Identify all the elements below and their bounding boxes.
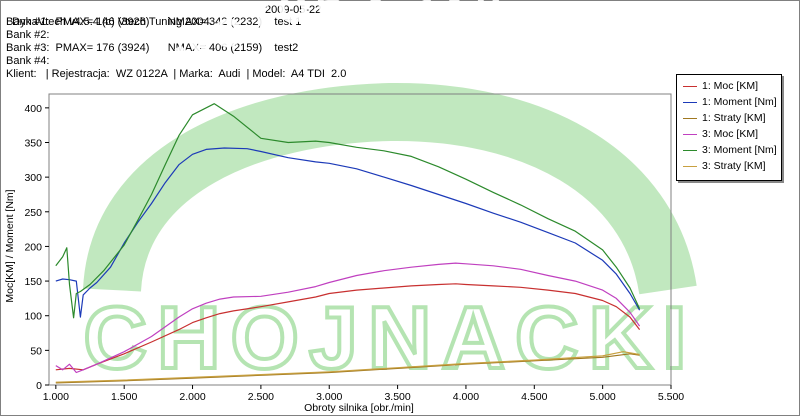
legend-item: 3: Moc [KM]: [677, 127, 781, 142]
legend-item: 3: Straty [KM]: [677, 159, 781, 174]
x-tick-label: 3.000: [316, 391, 342, 403]
y-tick-label: 350: [24, 138, 42, 150]
watermark-logo: MOTOR - SYSTEM CHOJNACKI: [81, 0, 697, 389]
bank-4-summary: Bank #4:: [6, 55, 50, 67]
series-layer: [55, 103, 641, 384]
y-tick-label: 0: [36, 380, 42, 392]
legend-label: 1: Straty [KM]: [702, 112, 766, 124]
x-tick-label: 1.500: [111, 391, 137, 403]
legend-item: 1: Moc [KM]: [677, 79, 781, 94]
x-tick-label: 2.500: [248, 391, 274, 403]
chart-legend: 1: Moc [KM] 1: Moment [Nm] 1: Straty [KM] 3…: [676, 74, 782, 181]
legend-swatch: [683, 102, 697, 103]
watermark-swoosh: [83, 82, 697, 296]
y-tick-label: 250: [24, 207, 42, 219]
plot-area-border: [48, 93, 672, 386]
series-line-5: [55, 103, 641, 319]
legend-swatch: [683, 86, 697, 87]
series-line-4: [55, 262, 641, 374]
x-tick-label: 1.000: [43, 391, 69, 403]
watermark-arc-text: MOTOR - SYSTEM: [168, 0, 613, 81]
y-tick-label: 200: [24, 241, 42, 253]
series-line-2: [55, 147, 641, 318]
y-tick-label: 150: [24, 276, 42, 288]
legend-swatch: [683, 118, 697, 119]
legend-swatch: [683, 134, 697, 135]
client-info: Klient: | Rejestracja: WZ 0122A | Marka:…: [6, 68, 347, 80]
x-tick-label: 5.500: [658, 391, 684, 403]
watermark-text: CHOJNACKI: [83, 288, 696, 387]
legend-label: 1: Moc [KM]: [702, 80, 759, 92]
bank-3-summary: Bank #3: PMAX= 176 (3924) NMAX= 406 (215…: [6, 42, 299, 54]
y-tick-label: 50: [30, 345, 42, 357]
app-version: DynaVtech v4.5.4 (c) Vtech Tuning 2004.: [12, 16, 213, 28]
legend-label: 3: Straty [KM]: [702, 160, 766, 172]
x-tick-label: 5.000: [590, 391, 616, 403]
legend-swatch: [683, 166, 697, 167]
y-tick-label: 400: [24, 103, 42, 115]
app-title-line: DynaVtech v4.5.4 (c) Vtech Tuning 2004.: [6, 4, 213, 28]
legend-item: 3: Moment [Nm]: [677, 143, 781, 158]
series-line-3: [55, 353, 640, 384]
y-axis-label: Moc[KM] / Moment [Nm]: [4, 189, 16, 302]
test-date: 2009-05-22: [265, 4, 322, 16]
axes: 1.000 1.500 2.000 2.500 3.000 3.500 4.000 4.500…: [24, 103, 684, 403]
legend-label: 1: Moment [Nm]: [702, 96, 777, 108]
legend-label: 3: Moc [KM]: [702, 128, 759, 140]
legend-item: 1: Straty [KM]: [677, 111, 781, 126]
y-tick-label: 300: [24, 172, 42, 184]
legend-item: 1: Moment [Nm]: [677, 95, 781, 110]
legend-swatch: [683, 150, 697, 151]
series-line-6: [55, 351, 640, 383]
bank-2-summary: Bank #2:: [6, 29, 50, 41]
x-tick-label: 3.500: [384, 391, 410, 403]
x-tick-label: 2.000: [179, 391, 205, 403]
legend-label: 3: Moment [Nm]: [702, 144, 777, 156]
x-tick-label: 4.500: [521, 391, 547, 403]
x-axis-label: Obroty silnika [obr./min]: [304, 402, 414, 414]
series-line-1: [55, 283, 641, 371]
y-tick-label: 100: [24, 311, 42, 323]
x-tick-label: 4.000: [453, 391, 479, 403]
bank-1-summary: Bank #1: PMAX= 146 (3926) NMAX= 342 (223…: [6, 16, 302, 28]
